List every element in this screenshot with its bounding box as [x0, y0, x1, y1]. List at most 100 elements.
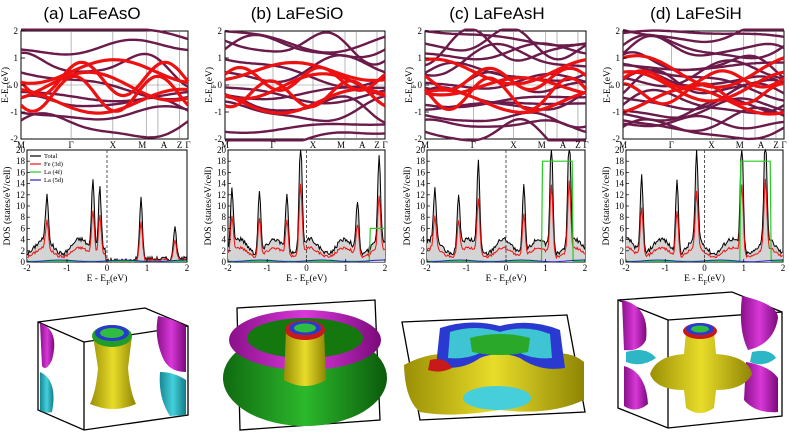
dos-xtick-label: 1: [543, 263, 548, 273]
band-red-1: [19, 74, 190, 113]
ytick-label: 1: [616, 53, 621, 63]
dos-ytick-label: 8: [421, 212, 426, 222]
band-dark-2: [224, 95, 386, 123]
fs-yellow-body: [650, 327, 752, 413]
fs-sheet-magenta-left: [40, 323, 55, 368]
band-dark-0: [20, 112, 189, 139]
dos-ylabel: DOS (states/eV/cell): [203, 167, 214, 246]
band-ylabel: E-EF(eV): [0, 67, 14, 103]
legend-label-2: La (4f): [44, 169, 62, 176]
fs-inner-green: [691, 325, 709, 333]
ytick-label: 2: [218, 26, 223, 36]
fs-sheet-magenta-right: [740, 296, 778, 350]
band-ylabel-unit: (eV): [602, 67, 613, 84]
dos-xtick-label: 2: [583, 263, 588, 273]
band-dark-3: [622, 97, 785, 122]
fs-red-patch: [428, 359, 452, 372]
band-ylabel-sub: F: [410, 84, 418, 88]
kpoint-label: A: [560, 140, 567, 150]
kpoint-label: Z: [773, 140, 779, 150]
kpoint-label: M: [538, 140, 546, 150]
panel-title-c: (c) LaFeAsH: [449, 4, 544, 23]
dos-ytick-label: 14: [615, 179, 625, 189]
fs-cyan-ring-right: [750, 350, 776, 365]
band-dark-12: [424, 28, 587, 61]
kpoint-label: Γ: [583, 140, 588, 150]
dos-xlabel-main: E - E: [286, 274, 306, 284]
kpoint-label: Z: [177, 140, 183, 150]
band-ylabel: E-EF(eV): [602, 67, 616, 103]
ytick-label: 2: [14, 26, 19, 36]
fs-inner-green: [100, 328, 124, 338]
dos-ytick-label: 12: [615, 190, 624, 200]
dos-xlabel-sub: F: [106, 279, 110, 287]
dos-ytick-label: 12: [16, 190, 25, 200]
dos-xlabel-unit: (eV): [110, 273, 127, 284]
dos-ytick-label: 12: [217, 190, 226, 200]
band-dark-9: [224, 31, 386, 66]
dos-fe3d-line: [227, 183, 386, 259]
ytick-label: 2: [616, 26, 621, 36]
band-dark-0: [424, 118, 586, 142]
fs-inner-green: [294, 323, 316, 333]
band-red-2: [622, 70, 785, 103]
ytick-label: -1: [415, 107, 423, 117]
dos-total-fill: [27, 179, 187, 262]
ytick-label: 2: [418, 26, 423, 36]
band-dark-1: [20, 104, 189, 121]
dos-ytick-label: 16: [16, 167, 26, 177]
band-ylabel-unit: (eV): [0, 67, 11, 84]
dos-ytick-label: 14: [217, 179, 227, 189]
fs-cylinder-yellow: [90, 331, 136, 409]
dos-ytick-label: 4: [620, 235, 625, 245]
kpoint-label: Z: [575, 140, 581, 150]
ytick-label: 0: [616, 80, 621, 90]
dos-ytick-label: 20: [217, 145, 227, 155]
dos-xlabel-sub: F: [704, 279, 708, 287]
dos-xtick-label: 2: [781, 263, 786, 273]
dos-xlabel: E - EF(eV): [87, 273, 128, 287]
dos-xtick-label: -1: [264, 263, 272, 273]
kpoint-label: Γ: [471, 140, 476, 150]
fs-sheet-magenta-right: [156, 316, 186, 372]
dos-ytick-label: 12: [416, 190, 425, 200]
fs-sheet-cyan-left: [40, 372, 54, 413]
ytick-label: 1: [418, 53, 423, 63]
dos-ytick-label: 4: [222, 235, 227, 245]
dos-ytick-label: 2: [222, 246, 227, 256]
dos-ytick-label: 2: [421, 246, 426, 256]
dos-ytick-label: 14: [16, 179, 26, 189]
band-dark-1: [224, 122, 386, 134]
band-ylabel-sub: F: [6, 84, 14, 88]
band-ylabel-unit: (eV): [204, 67, 215, 84]
ytick-label: -1: [215, 107, 223, 117]
dos-ytick-label: 10: [615, 201, 625, 211]
fs-cyan-ring-left: [626, 350, 656, 365]
kpoint-label: Γ: [185, 140, 190, 150]
dos-xtick-label: 0: [304, 263, 309, 273]
dos-xlabel: E - EF(eV): [486, 273, 527, 287]
dos-ytick-label: 16: [217, 167, 227, 177]
ytick-label: 0: [218, 80, 223, 90]
dos-ytick-label: 6: [21, 223, 26, 233]
band-red-3: [423, 66, 587, 92]
dos-ytick-label: 10: [217, 201, 227, 211]
fs-cyan-bottom: [463, 386, 531, 410]
dos-xlabel-unit: (eV): [708, 273, 725, 284]
dos-ytick-label: 2: [21, 246, 26, 256]
legend-label-0: Total: [44, 153, 57, 160]
fs-green-center: [470, 334, 530, 355]
dos-xtick-label: 2: [185, 263, 190, 273]
band-dark-16: [622, 29, 785, 38]
fs-sheet-magenta-left: [622, 300, 647, 351]
band-dark-4: [622, 97, 785, 119]
band-red-4: [224, 60, 386, 83]
dos-xlabel-unit: (eV): [310, 273, 327, 284]
dos-ytick-label: 20: [615, 145, 625, 155]
dos-ytick-label: 20: [16, 145, 26, 155]
